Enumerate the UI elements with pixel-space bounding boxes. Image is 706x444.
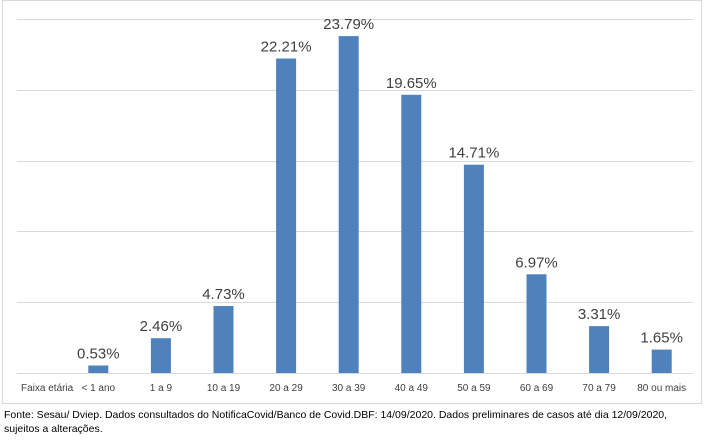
- bar: [401, 94, 422, 374]
- data-label: 22.21%: [261, 39, 312, 56]
- data-labels: 0.53% 2.46% 4.73% 22.21% 23.79% 19.65% 14.71% 6…: [77, 16, 683, 362]
- bar: [463, 164, 484, 373]
- data-label: 0.53%: [77, 346, 120, 363]
- x-tick-label: 30 a 39: [332, 383, 366, 394]
- data-label: 6.97%: [515, 254, 558, 271]
- x-axis: Faixa etária < 1 ano 1 a 9 10 a 19 20 a 29 3…: [21, 383, 686, 394]
- bar: [276, 58, 297, 373]
- data-label: 4.73%: [202, 286, 245, 303]
- source-note: Fonte: Sesau/ Dviep. Dados consultados d…: [4, 409, 668, 435]
- data-label: 2.46%: [140, 318, 183, 335]
- bar: [526, 274, 547, 373]
- bar: [88, 365, 109, 373]
- bar: [213, 306, 234, 373]
- x-tick-label: 1 a 9: [150, 383, 173, 394]
- x-tick-label: 20 a 29: [269, 383, 303, 394]
- data-label: 1.65%: [640, 330, 683, 347]
- data-label: 23.79%: [323, 16, 374, 33]
- data-label: 14.71%: [448, 145, 499, 162]
- chart-frame: 0.53% 2.46% 4.73% 22.21% 23.79% 19.65% 14.71% 6…: [2, 0, 702, 404]
- age-distribution-bar-chart: 0.53% 2.46% 4.73% 22.21% 23.79% 19.65% 14.71% 6…: [17, 16, 693, 394]
- bar: [651, 349, 672, 373]
- x-tick-label: 80 ou mais: [637, 383, 686, 394]
- x-tick-label: 50 a 59: [457, 383, 491, 394]
- data-label: 3.31%: [578, 306, 621, 323]
- bar: [338, 36, 359, 373]
- bar: [589, 326, 610, 373]
- x-tick-label: 40 a 49: [395, 383, 429, 394]
- data-label: 19.65%: [386, 75, 437, 92]
- x-axis-title: Faixa etária: [21, 383, 74, 394]
- x-tick-label: < 1 ano: [81, 383, 115, 394]
- x-tick-label: 10 a 19: [207, 383, 241, 394]
- x-tick-label: 70 a 79: [582, 383, 616, 394]
- bars: [88, 36, 672, 374]
- x-tick-label: 60 a 69: [520, 383, 554, 394]
- bar: [150, 338, 171, 373]
